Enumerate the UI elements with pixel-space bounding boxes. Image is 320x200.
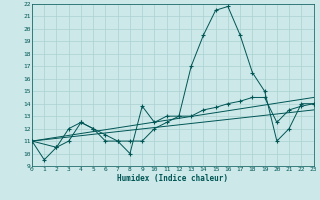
X-axis label: Humidex (Indice chaleur): Humidex (Indice chaleur) <box>117 174 228 183</box>
